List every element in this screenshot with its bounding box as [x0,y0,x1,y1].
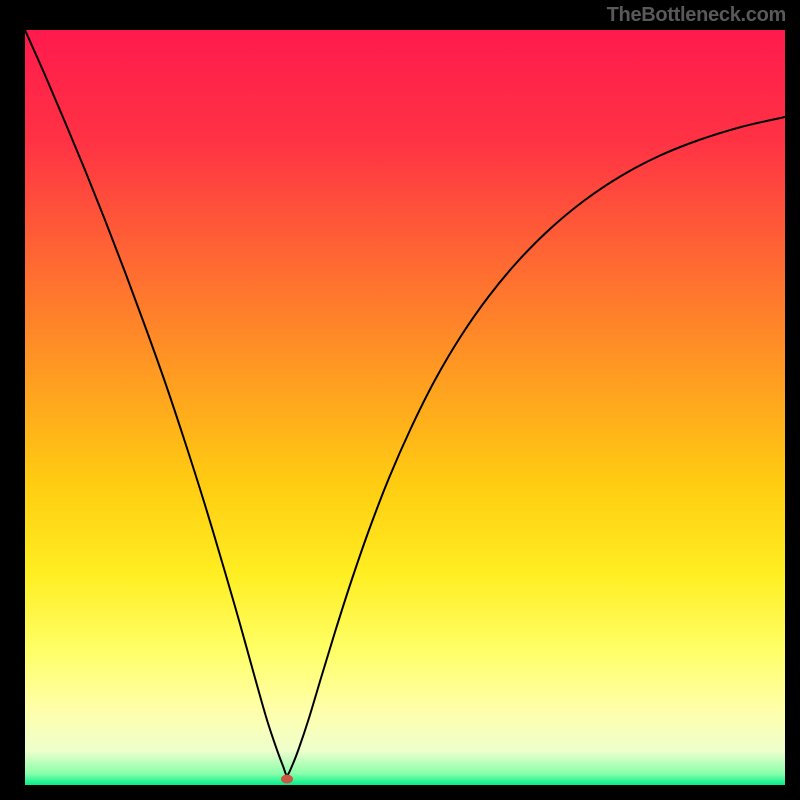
optimal-point-marker [281,775,293,784]
watermark: TheBottleneck.com [607,4,786,27]
plot-area [25,30,785,785]
bottleneck-chart [25,30,785,785]
gradient-background [25,30,785,785]
